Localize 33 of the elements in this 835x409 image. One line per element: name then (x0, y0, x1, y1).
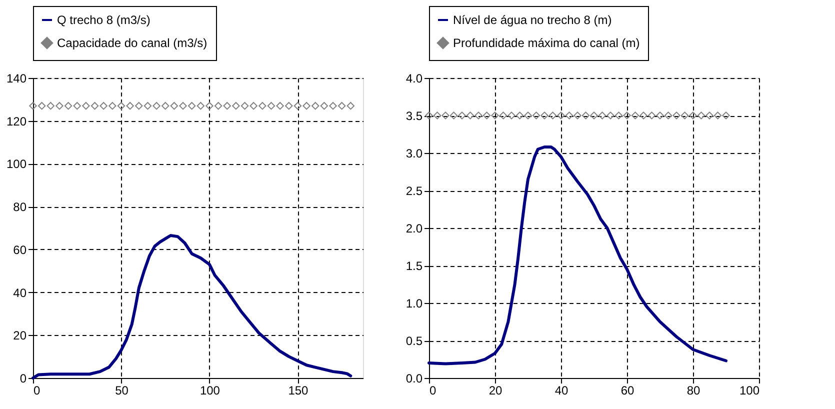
x-tick-label: 0 (34, 384, 40, 398)
y-tick-label: 0.5 (406, 334, 423, 348)
y-tick-label: 0 (20, 372, 27, 386)
x-tick-label: 100 (739, 384, 760, 398)
line-series (428, 146, 728, 366)
y-tick-label: 3.5 (406, 109, 423, 123)
x-tick-label: 40 (554, 384, 568, 398)
line-series (32, 234, 352, 380)
x-tick-label: 20 (488, 384, 502, 398)
y-tick-label: 80 (13, 200, 27, 214)
x-tick-label: 60 (620, 384, 634, 398)
legend-label: Capacidade do canal (m3/s) (57, 36, 208, 50)
y-tick-label: 20 (13, 328, 27, 343)
legend-label: Profundidade máxima do canal (m) (453, 36, 640, 50)
y-tick-label: 40 (13, 286, 27, 300)
y-tick-label: 60 (13, 242, 27, 257)
y-tick-label: 140 (6, 72, 27, 86)
legend-label: Q trecho 8 (m3/s) (57, 13, 150, 27)
y-tick-label: 2.5 (406, 184, 423, 198)
y-tick-label: 120 (6, 114, 27, 128)
y-tick-label: 1.5 (406, 259, 423, 273)
x-tick-label: 100 (200, 384, 220, 398)
y-tick-label: 3.0 (406, 146, 423, 160)
legend-label: Nível de água no trecho 8 (m) (453, 13, 612, 27)
y-tick-label: 0.0 (406, 372, 423, 386)
x-tick-label: 0 (430, 384, 436, 398)
x-tick-label: 50 (115, 384, 129, 398)
x-tick-label: 80 (686, 384, 700, 398)
y-tick-label: 2.0 (406, 222, 423, 236)
y-tick-label: 1.0 (406, 296, 423, 310)
x-tick-label: 150 (288, 384, 309, 398)
y-tick-label: 100 (6, 157, 27, 172)
y-tick-label: 4.0 (406, 72, 423, 86)
